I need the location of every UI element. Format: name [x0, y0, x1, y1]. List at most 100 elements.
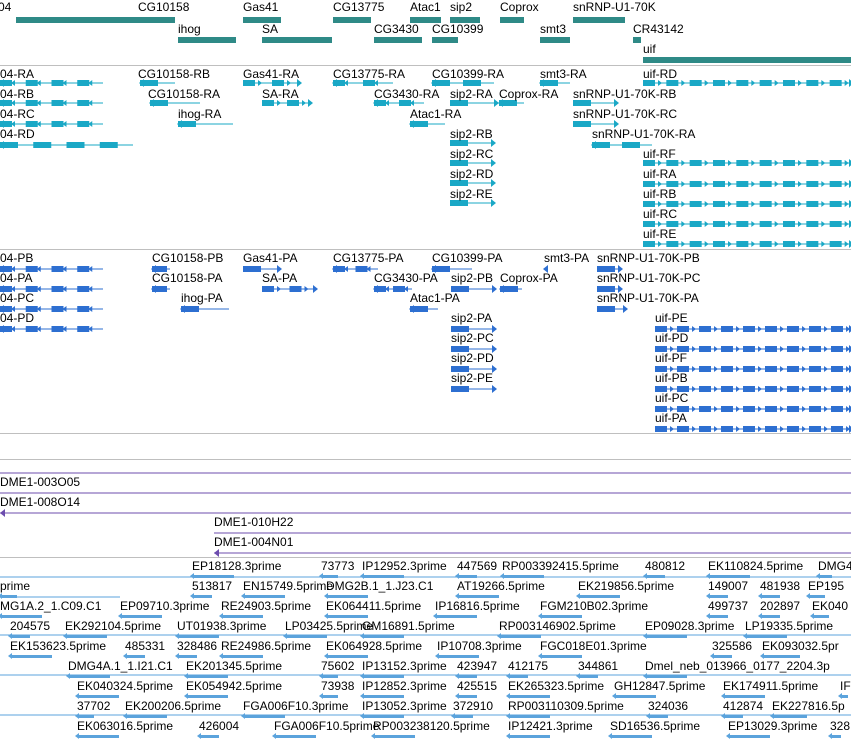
protein-model-strand-arrow[interactable]: [36, 306, 41, 312]
est-strand-arrow[interactable]: [197, 733, 201, 739]
transcript-model-exon[interactable]: [736, 181, 749, 187]
transcript-model-exon[interactable]: [25, 121, 38, 127]
protein-model-exon[interactable]: [0, 306, 12, 312]
est-feature[interactable]: [127, 655, 145, 658]
protein-model-end-arrow[interactable]: [492, 285, 497, 293]
est-feature[interactable]: [616, 695, 656, 698]
protein-model-exon[interactable]: [677, 366, 689, 372]
est-strand-arrow[interactable]: [721, 713, 725, 719]
transcript-model-exon[interactable]: [829, 201, 842, 207]
protein-model-exon[interactable]: [77, 306, 90, 312]
protein-model-strand-arrow[interactable]: [846, 346, 850, 352]
est-strand-arrow[interactable]: [319, 693, 323, 699]
est-strand-arrow[interactable]: [184, 693, 188, 699]
protein-model-exon[interactable]: [787, 406, 799, 412]
protein-model-strand-arrow[interactable]: [846, 426, 850, 432]
est-feature[interactable]: [814, 615, 829, 618]
protein-model-end-arrow[interactable]: [492, 385, 497, 393]
transcript-model-strand-arrow[interactable]: [798, 181, 802, 187]
protein-model-exon[interactable]: [51, 306, 64, 312]
protein-model-exon[interactable]: [25, 326, 38, 332]
protein-model-strand-arrow[interactable]: [780, 366, 784, 372]
protein-model-end-arrow[interactable]: [499, 285, 504, 293]
protein-model-exon[interactable]: [831, 326, 843, 332]
transcript-model-exon[interactable]: [759, 160, 772, 166]
transcript-model-strand-arrow[interactable]: [681, 221, 686, 227]
transcript-model-strand-arrow[interactable]: [704, 241, 709, 247]
est-feature[interactable]: [323, 675, 338, 678]
protein-model-exon[interactable]: [743, 346, 755, 352]
protein-model-strand-arrow[interactable]: [824, 366, 828, 372]
transcript-model-strand-arrow[interactable]: [88, 100, 93, 106]
protein-model-exon[interactable]: [655, 406, 667, 412]
transcript-model-strand-arrow[interactable]: [36, 121, 41, 127]
est-feature[interactable]: [459, 675, 477, 678]
est-strand-arrow[interactable]: [272, 733, 276, 739]
protein-model-exon[interactable]: [831, 406, 843, 412]
transcript-model-exon[interactable]: [540, 80, 558, 86]
protein-model-exon[interactable]: [809, 386, 821, 392]
transcript-model-end-arrow[interactable]: [332, 79, 337, 87]
protein-model-strand-arrow[interactable]: [62, 286, 67, 292]
transcript-model-exon[interactable]: [99, 142, 118, 148]
protein-model-strand-arrow[interactable]: [11, 306, 15, 312]
protein-model-exon[interactable]: [0, 326, 12, 332]
protein-model-strand-arrow[interactable]: [714, 386, 718, 392]
est-feature[interactable]: [501, 635, 541, 638]
transcript-model-exon[interactable]: [783, 221, 795, 227]
transcript-model-strand-arrow[interactable]: [62, 80, 67, 86]
est-feature[interactable]: [510, 735, 550, 738]
est-feature[interactable]: [725, 695, 765, 698]
protein-model-exon[interactable]: [0, 286, 12, 292]
protein-model-exon[interactable]: [51, 286, 64, 292]
transcript-model-strand-arrow[interactable]: [11, 121, 15, 127]
transcript-model-end-arrow[interactable]: [614, 120, 619, 128]
gene-feature[interactable]: [16, 17, 149, 23]
protein-model-strand-arrow[interactable]: [758, 406, 762, 412]
est-feature[interactable]: [714, 655, 732, 658]
gene-feature[interactable]: [333, 17, 371, 23]
est-strand-arrow[interactable]: [75, 733, 79, 739]
protein-model-exon[interactable]: [655, 366, 667, 372]
transcript-model-strand-arrow[interactable]: [704, 181, 709, 187]
protein-model-strand-arrow[interactable]: [780, 426, 784, 432]
protein-model-exon[interactable]: [677, 346, 689, 352]
protein-model-strand-arrow[interactable]: [670, 326, 674, 332]
protein-model-strand-arrow[interactable]: [736, 326, 740, 332]
est-feature[interactable]: [79, 695, 119, 698]
transcript-model-exon[interactable]: [77, 121, 90, 127]
transcript-model-exon[interactable]: [622, 142, 640, 148]
transcript-model-strand-arrow[interactable]: [798, 201, 802, 207]
est-feature[interactable]: [70, 675, 110, 678]
transcript-model-exon[interactable]: [689, 221, 702, 227]
protein-model-exon[interactable]: [597, 286, 615, 292]
protein-model-exon[interactable]: [77, 286, 90, 292]
protein-model-strand-arrow[interactable]: [846, 366, 850, 372]
protein-model-exon[interactable]: [743, 406, 755, 412]
protein-model-strand-arrow[interactable]: [758, 426, 762, 432]
protein-model-exon[interactable]: [699, 326, 711, 332]
transcript-model-strand-arrow[interactable]: [821, 221, 826, 227]
protein-model-strand-arrow[interactable]: [88, 306, 93, 312]
gene-feature[interactable]: [540, 37, 570, 43]
protein-model-exon[interactable]: [655, 346, 667, 352]
transcript-model-strand-arrow[interactable]: [11, 100, 15, 106]
est-feature[interactable]: [455, 715, 473, 718]
transcript-model-exon[interactable]: [0, 142, 18, 148]
protein-model-exon[interactable]: [677, 386, 689, 392]
est-strand-arrow[interactable]: [710, 653, 714, 659]
transcript-model-strand-arrow[interactable]: [704, 160, 709, 166]
transcript-model-end-arrow[interactable]: [431, 79, 436, 87]
protein-model-end-arrow[interactable]: [492, 365, 497, 373]
protein-model-strand-arrow[interactable]: [780, 386, 784, 392]
transcript-model-exon[interactable]: [450, 140, 468, 146]
transcript-model-exon[interactable]: [363, 80, 375, 86]
protein-model-strand-arrow[interactable]: [88, 266, 93, 272]
est-feature[interactable]: [459, 595, 499, 598]
protein-model-end-arrow[interactable]: [492, 345, 497, 353]
est-strand-arrow[interactable]: [219, 613, 223, 619]
protein-model-exon[interactable]: [677, 426, 689, 432]
protein-model-strand-arrow[interactable]: [692, 386, 696, 392]
protein-model-end-arrow[interactable]: [0, 265, 4, 273]
protein-model-strand-arrow[interactable]: [824, 326, 828, 332]
